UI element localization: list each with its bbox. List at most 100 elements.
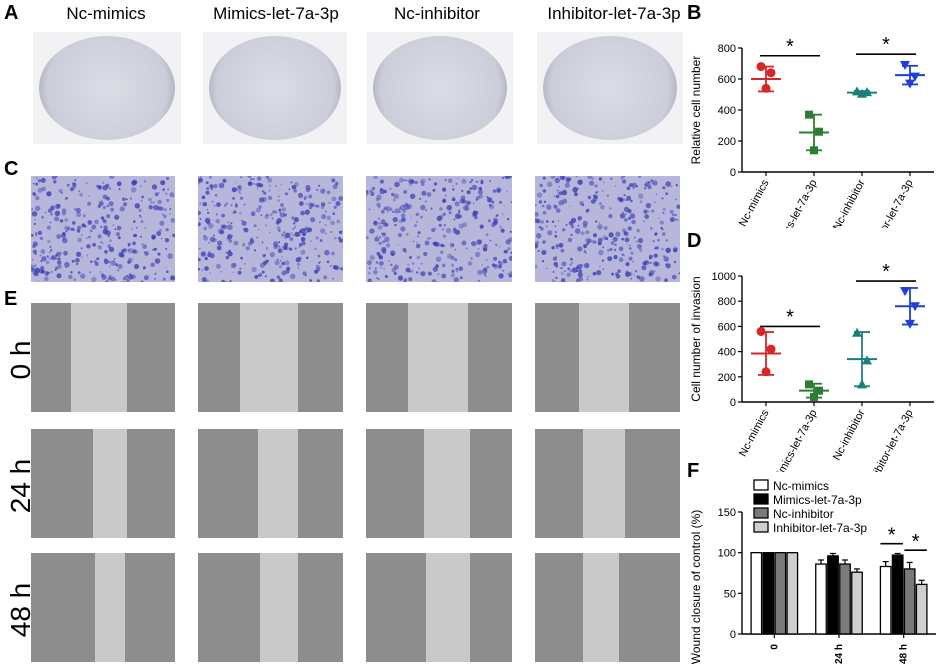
legend-swatch (753, 479, 769, 491)
significance-star: * (882, 34, 890, 56)
x-tick-label: Nc-inhibitor (831, 177, 868, 228)
y-tick-label: 0 (730, 629, 736, 641)
y-tick-label: 400 (718, 347, 736, 359)
panel-label-e: E (4, 288, 18, 310)
y-tick-label: 200 (718, 372, 736, 384)
legend-label: Nc-mimics (773, 479, 829, 493)
data-point (862, 355, 872, 365)
data-point (766, 344, 776, 354)
bar (762, 552, 775, 635)
wound-image-48h-mimics (198, 553, 343, 662)
bar (851, 571, 863, 635)
data-point (857, 88, 867, 98)
wound-image-24h-inhibitor (535, 429, 680, 538)
data-point (910, 302, 920, 312)
x-tick-label: Nc-mimics (737, 177, 772, 228)
wound-image-48h-nc-inhibitor (366, 553, 512, 662)
y-tick-label: 0 (730, 167, 736, 179)
data-point (905, 319, 915, 329)
panel-label-a: A (4, 2, 19, 24)
data-point (810, 146, 818, 155)
invasion-image-inhibitor (535, 176, 680, 282)
significance-star: * (888, 525, 896, 547)
panel-label-c: C (4, 158, 19, 180)
wound-image-24h-nc-mimics (31, 429, 175, 538)
legend-swatch (753, 507, 769, 519)
panel-label-d: D (687, 230, 702, 252)
data-point (857, 379, 867, 389)
significance-star: * (786, 306, 794, 328)
column-title-nc-mimics: Nc-mimics (66, 4, 146, 23)
significance-star: * (786, 36, 794, 58)
y-tick-label: 800 (718, 43, 736, 55)
significance-star: * (882, 262, 890, 283)
invasion-image-nc-inhibitor (366, 176, 512, 282)
bar (903, 568, 916, 635)
bar (891, 554, 904, 635)
wound-image-48h-nc-mimics (31, 553, 175, 662)
column-title-nc-inhibitor: Nc-inhibitor (394, 4, 480, 23)
x-tick-label: Nc-mimics (737, 407, 772, 458)
wound-image-0h-nc-mimics (31, 303, 175, 412)
data-point (805, 110, 813, 119)
y-axis-label: Cell number of invasion (690, 276, 703, 401)
chart-f-wound-closure: 0 50 100 150 Wound closure of control (%) 0 24… (690, 479, 936, 664)
y-tick-label: 100 (718, 548, 736, 560)
wound-image-0h-mimics (198, 303, 343, 412)
y-axis-label: Relative cell number (690, 56, 703, 165)
column-title-mimics: Mimics-let-7a-3p (213, 4, 339, 23)
colony-dish-nc-inhibitor (367, 32, 513, 144)
bar (915, 583, 928, 635)
data-point (805, 380, 813, 389)
bar (827, 555, 839, 635)
data-point (756, 326, 766, 336)
wound-image-24h-nc-inhibitor (366, 429, 512, 538)
chart-b-relative-cell-number: 0 200 400 600 800 Relative cell number Nc-mimi… (690, 34, 934, 228)
bar (815, 563, 827, 635)
bar (839, 563, 851, 635)
legend-swatch (753, 521, 769, 533)
x-tick-label: 24 h (834, 644, 845, 664)
x-tick-label: Nc-inhibitor (831, 407, 868, 462)
data-point (815, 386, 823, 395)
y-tick-label: 800 (718, 296, 736, 308)
y-tick-label: 150 (718, 507, 736, 519)
invasion-image-mimics (198, 176, 343, 282)
y-tick-label: 50 (724, 588, 736, 600)
chart-d-invasion: 0 200 400 600 800 1000 Cell number of invasion… (690, 262, 934, 472)
x-tick-label: Inhibitor-let-7a-3p (865, 408, 916, 472)
x-tick-label: Mimics-let-7a-3p (771, 408, 820, 472)
bar (750, 552, 763, 635)
data-point (852, 327, 862, 337)
legend-swatch (753, 493, 769, 505)
invasion-image-nc-mimics (31, 176, 175, 282)
wound-image-0h-nc-inhibitor (366, 303, 512, 412)
colony-dish-inhibitor (537, 32, 683, 144)
y-tick-label: 0 (730, 397, 736, 409)
data-point (766, 68, 776, 78)
x-tick-label: Mimics-let-7a-3p (771, 178, 820, 228)
y-axis-label: Wound closure of control (%) (690, 510, 703, 664)
data-point (815, 127, 823, 136)
y-tick-label: 600 (718, 74, 736, 86)
legend-label: Mimics-let-7a-3p (773, 493, 862, 507)
bar (774, 552, 787, 635)
y-tick-label: 400 (718, 105, 736, 117)
data-point (900, 61, 910, 71)
bar (786, 552, 799, 635)
wound-image-24h-mimics (198, 429, 343, 538)
data-point (761, 367, 771, 377)
wound-image-0h-inhibitor (535, 303, 680, 412)
colony-dish-nc-mimics (33, 32, 181, 144)
colony-dish-mimics (203, 32, 347, 144)
x-tick-label: Inhibitor-let-7a-3p (865, 178, 916, 228)
data-point (852, 86, 862, 96)
column-title-inhibitor: Inhibitor-let-7a-3p (547, 4, 681, 23)
panel-label-b: B (687, 2, 702, 24)
legend-label: Inhibitor-let-7a-3p (773, 521, 867, 535)
data-point (810, 392, 818, 401)
x-tick-label: 0 (769, 644, 780, 650)
y-tick-label: 600 (718, 321, 736, 333)
panel-label-f: F (687, 460, 700, 482)
y-tick-label: 1000 (712, 271, 736, 283)
